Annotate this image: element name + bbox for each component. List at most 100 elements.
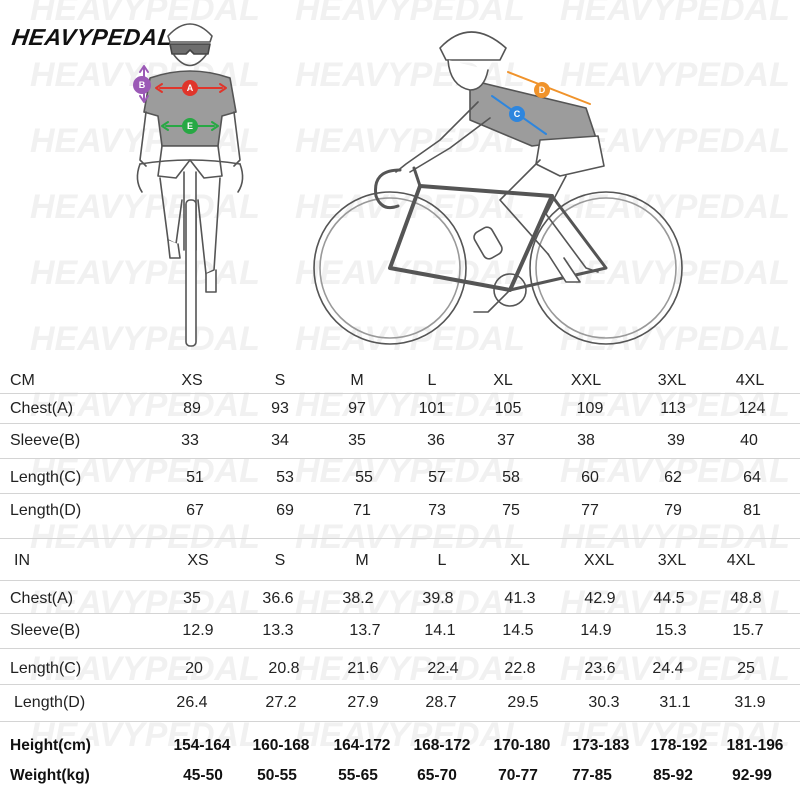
table-cell: 31.9 (734, 694, 766, 711)
watermark-text: HEAVYPEDAL (295, 518, 525, 556)
table-cell: 45-50 (183, 767, 223, 784)
length-d-arrow (507, 71, 591, 105)
table-cell: 65-70 (417, 767, 457, 784)
size-xl-label: XL (493, 372, 513, 389)
table-cell: 26.4 (176, 694, 208, 711)
table-cell: 36.6 (262, 590, 294, 607)
table-cell: 93 (271, 400, 289, 417)
watermark-text: HEAVYPEDAL (560, 584, 790, 622)
table-cell: 28.7 (425, 694, 457, 711)
table-cell: 62 (664, 469, 682, 486)
table-cell: 14.9 (580, 622, 612, 639)
table-cell: 36 (427, 432, 445, 449)
divider (0, 580, 800, 581)
table-cell: 29.5 (507, 694, 539, 711)
table-cell: 35 (348, 432, 366, 449)
brand-logo: HEAVYPEDAL (10, 24, 175, 50)
table-cell: 15.3 (655, 622, 687, 639)
divider (0, 684, 800, 685)
table-cell: 13.3 (262, 622, 294, 639)
size-3xl-label: 3XL (657, 552, 687, 569)
watermark-text: HEAVYPEDAL (295, 320, 525, 358)
watermark-text: HEAVYPEDAL (560, 716, 790, 754)
table-cell: 44.5 (653, 590, 685, 607)
table-cell: 40 (740, 432, 758, 449)
length-c-arrow (491, 95, 547, 135)
divider (0, 538, 800, 539)
row-label: Weight(kg) (10, 767, 90, 784)
table-cell: 92-99 (732, 767, 772, 784)
table-cell: 60 (581, 469, 599, 486)
table-cell: 64 (743, 469, 761, 486)
marker-a-label: A (187, 83, 194, 93)
table-cell: 173-183 (572, 737, 630, 754)
watermark-text: HEAVYPEDAL (295, 716, 525, 754)
table-cell: 154-164 (173, 737, 231, 754)
table-cell: 38.2 (342, 590, 374, 607)
table-cell: 37 (497, 432, 515, 449)
table-cell: 101 (418, 400, 446, 417)
table-cell: 14.5 (502, 622, 534, 639)
table-cell: 13.7 (349, 622, 381, 639)
table-cell: 39 (667, 432, 685, 449)
table-cell: 30.3 (588, 694, 620, 711)
size-xxl-label: XXL (583, 552, 615, 569)
watermark-text: HEAVYPEDAL (295, 386, 525, 424)
front-view-rider (133, 23, 244, 347)
table-cell: 113 (660, 400, 686, 417)
watermark-text: HEAVYPEDAL (30, 320, 260, 358)
table-cell: 67 (186, 502, 204, 519)
watermark-text: HEAVYPEDAL (30, 584, 260, 622)
marker-d-label: D (539, 85, 546, 95)
table-cell: 25 (737, 660, 755, 677)
watermark-text: HEAVYPEDAL (295, 650, 525, 688)
chest-a-arrow (155, 80, 227, 96)
watermark-text: HEAVYPEDAL (295, 122, 525, 160)
row-label: Height(cm) (10, 737, 91, 754)
cm-unit-label: CM (10, 372, 35, 389)
row-label: Length(C) (10, 660, 82, 677)
table-cell: 15.7 (732, 622, 764, 639)
watermark-text: HEAVYPEDAL (30, 650, 260, 688)
size-l-label: L (427, 372, 437, 389)
divider (0, 648, 800, 649)
table-cell: 34 (271, 432, 289, 449)
table-cell: 77 (581, 502, 599, 519)
table-cell: 109 (576, 400, 604, 417)
table-cell: 21.6 (347, 660, 379, 677)
size-m-label: M (350, 372, 364, 389)
table-cell: 58 (502, 469, 520, 486)
table-cell: 55-65 (338, 767, 378, 784)
row-label: Chest(A) (10, 400, 74, 417)
table-cell: 57 (428, 469, 446, 486)
divider (0, 493, 800, 494)
size-xxl-label: XXL (570, 372, 602, 389)
hem-e-arrow (161, 118, 219, 134)
table-cell: 69 (276, 502, 294, 519)
table-cell: 12.9 (182, 622, 214, 639)
cyclist-illustration: A B E (133, 23, 683, 347)
size-3xl-label: 3XL (657, 372, 687, 389)
table-cell: 55 (355, 469, 373, 486)
in-unit-label: IN (14, 552, 30, 569)
table-cell: 178-192 (650, 737, 708, 754)
table-cell: 35 (183, 590, 201, 607)
watermark-text: HEAVYPEDAL (30, 716, 260, 754)
size-4xl-label: 4XL (726, 552, 756, 569)
table-cell: 70-77 (498, 767, 538, 784)
table-cell: 71 (353, 502, 371, 519)
divider (0, 393, 800, 394)
size-l-label: L (437, 552, 447, 569)
watermark-text: HEAVYPEDAL (30, 122, 260, 160)
table-cell: 85-92 (653, 767, 693, 784)
table-cell: 23.6 (584, 660, 616, 677)
divider (0, 613, 800, 614)
size-s-label: S (274, 552, 286, 569)
table-cell: 77-85 (572, 767, 612, 784)
table-cell: 27.9 (347, 694, 379, 711)
watermark-text: HEAVYPEDAL (30, 188, 260, 226)
watermark-text: HEAVYPEDAL (560, 386, 790, 424)
table-cell: 170-180 (493, 737, 551, 754)
row-label: Length(D) (10, 502, 82, 519)
table-cell: 81 (743, 502, 761, 519)
